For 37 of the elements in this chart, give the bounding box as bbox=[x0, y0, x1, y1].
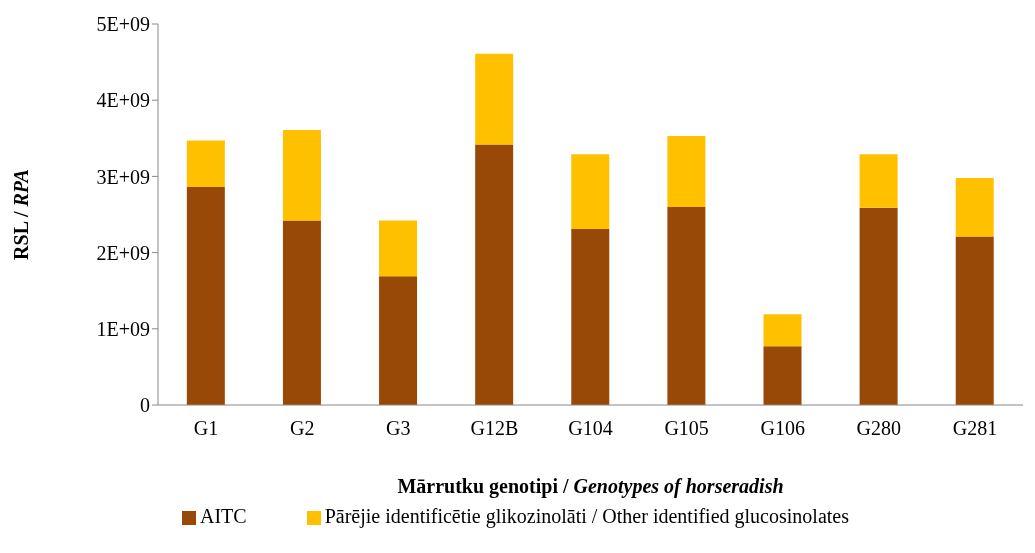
y-axis-title: RSL / RPA bbox=[10, 169, 32, 260]
bar bbox=[379, 220, 418, 277]
bar bbox=[282, 129, 321, 221]
y-tick-label: 4E+09 bbox=[96, 89, 150, 112]
bar bbox=[571, 228, 610, 405]
bar bbox=[379, 276, 418, 405]
bar bbox=[475, 53, 514, 145]
bar bbox=[667, 206, 706, 405]
legend-label: AITC bbox=[200, 505, 247, 527]
bar bbox=[955, 177, 994, 237]
x-tick-label: G12B bbox=[470, 417, 519, 440]
bar bbox=[571, 154, 610, 229]
bar bbox=[475, 144, 514, 405]
x-tick-label: G3 bbox=[386, 417, 411, 440]
x-tick-label: G281 bbox=[952, 417, 998, 440]
x-tick-label: G1 bbox=[193, 417, 219, 440]
y-tick-label: 2E+09 bbox=[96, 241, 150, 264]
x-tick-label: G105 bbox=[664, 417, 709, 440]
y-tick-label: 3E+09 bbox=[96, 165, 150, 188]
y-tick-label: 0 bbox=[140, 394, 150, 417]
y-tick-label: 1E+09 bbox=[96, 317, 150, 340]
bar bbox=[186, 187, 225, 405]
bar bbox=[859, 154, 898, 208]
bar bbox=[763, 314, 802, 347]
y-tick-label: 5E+09 bbox=[96, 13, 150, 36]
bar bbox=[955, 236, 994, 405]
x-tick-label: G104 bbox=[568, 417, 613, 440]
x-tick-label: G2 bbox=[289, 417, 315, 440]
x-axis-title: Mārrutku genotipi / Genotypes of horseradish bbox=[397, 475, 784, 498]
bar bbox=[763, 346, 802, 405]
bar bbox=[282, 220, 321, 405]
legend-label: Pārējie identificētie glikozinolāti / Other identified glucosinolates bbox=[324, 505, 849, 527]
bar bbox=[667, 136, 706, 207]
x-tick-label: G280 bbox=[856, 417, 902, 440]
x-tick-label: G106 bbox=[760, 417, 805, 440]
bar bbox=[186, 140, 225, 188]
bar bbox=[859, 207, 898, 405]
